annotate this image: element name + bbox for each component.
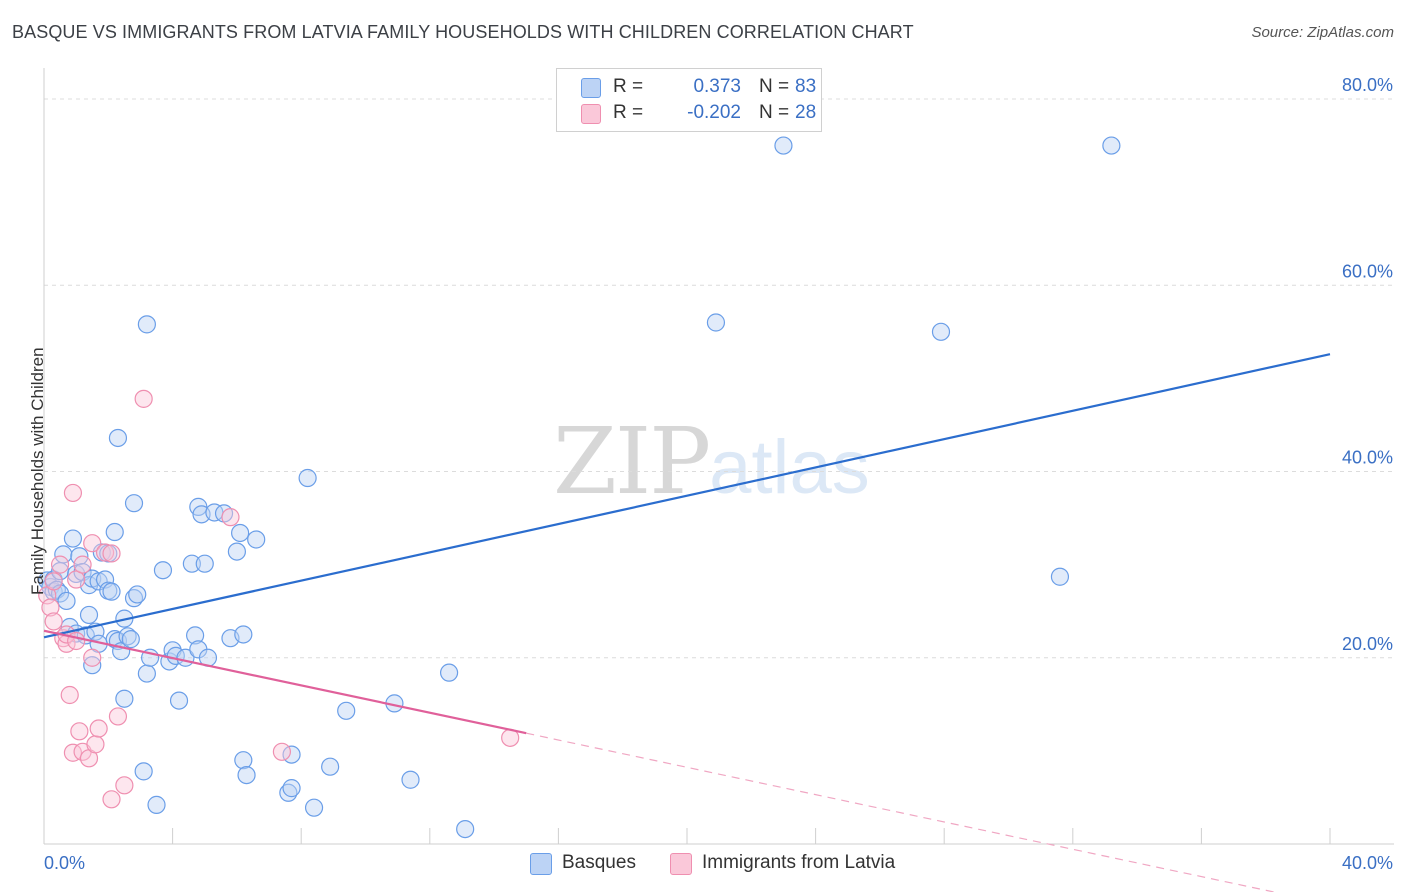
- source-label: Source: ZipAtlas.com: [1251, 24, 1394, 41]
- latvia-trend-line: [43, 629, 527, 735]
- basques-point: [931, 322, 951, 341]
- latvia-legend-swatch: [670, 853, 692, 875]
- latvia-point: [41, 598, 60, 617]
- basques-point: [105, 522, 124, 542]
- latvia-point: [134, 389, 153, 408]
- basques-point: [137, 315, 156, 334]
- basques-point: [63, 529, 83, 548]
- r-value: 0.373: [693, 76, 741, 97]
- latvia-point: [50, 555, 70, 574]
- y-tick-label: 80.0%: [1342, 75, 1393, 95]
- basques-point: [439, 663, 459, 682]
- basques-point: [134, 762, 153, 781]
- basques-point: [124, 494, 144, 513]
- basques-swatch: [581, 78, 601, 98]
- x-tick-label: 40.0%: [1342, 853, 1393, 873]
- basques-point: [121, 630, 140, 649]
- basques-point: [227, 542, 246, 561]
- latvia-point: [60, 685, 79, 705]
- basques-point: [57, 591, 76, 611]
- basques-point: [54, 545, 73, 564]
- basques-point: [247, 530, 266, 549]
- basques-point: [153, 561, 173, 580]
- latvia-point: [63, 483, 83, 503]
- basques-point: [186, 626, 205, 645]
- basques-point: [298, 468, 317, 488]
- latvia-legend-label: Immigrants from Latvia: [702, 852, 896, 873]
- basques-point: [234, 625, 253, 644]
- latvia-point: [115, 776, 134, 795]
- watermark-atlas: atlas: [709, 425, 870, 510]
- chart-title: BASQUE VS IMMIGRANTS FROM LATVIA FAMILY …: [12, 22, 914, 42]
- latvia-point: [102, 790, 121, 809]
- latvia-point: [83, 534, 102, 553]
- r-label: R =: [613, 102, 644, 123]
- basques-point: [147, 795, 166, 814]
- basques-point: [102, 582, 121, 601]
- n-value: 28: [795, 102, 817, 123]
- basques-point: [282, 779, 301, 798]
- basques-point: [237, 765, 256, 785]
- y-tick-label: 40.0%: [1342, 448, 1393, 468]
- basques-point: [108, 428, 128, 448]
- basques-point: [128, 585, 147, 604]
- basques-point: [118, 627, 137, 646]
- latvia-point: [67, 631, 86, 651]
- basques-point: [79, 605, 99, 625]
- basques-point: [304, 798, 324, 817]
- n-value: 83: [795, 76, 817, 97]
- basques-legend-label: Basques: [562, 852, 636, 873]
- r-value: -0.202: [687, 102, 741, 123]
- basques-point: [337, 701, 356, 720]
- y-axis-label: Family Households with Children: [28, 347, 47, 595]
- basques-point: [774, 136, 793, 155]
- x-tick-label: 0.0%: [44, 853, 85, 873]
- basques-point: [83, 656, 102, 675]
- basques-point: [1102, 136, 1121, 155]
- latvia-point: [89, 719, 108, 738]
- latvia-point: [70, 722, 89, 741]
- latvia-point: [44, 572, 63, 591]
- basques-point: [234, 751, 253, 770]
- latvia-point: [221, 508, 240, 527]
- basques-point: [115, 689, 134, 708]
- y-tick-label: 60.0%: [1342, 261, 1393, 281]
- basques-point: [706, 313, 726, 332]
- latvia-point: [83, 648, 102, 667]
- latvia-point: [86, 735, 105, 754]
- basques-point: [1050, 567, 1070, 586]
- basques-point: [321, 757, 340, 776]
- basques-legend-swatch: [530, 853, 552, 875]
- n-label: N =: [759, 102, 790, 123]
- basques-point: [231, 523, 250, 543]
- basques-point: [89, 572, 108, 591]
- r-label: R =: [613, 76, 644, 97]
- n-label: N =: [759, 76, 790, 97]
- basques-point: [182, 554, 201, 573]
- basques-point: [195, 554, 214, 573]
- y-tick-label: 20.0%: [1342, 634, 1393, 654]
- latvia-point: [108, 707, 128, 726]
- latvia-point: [95, 543, 115, 562]
- basques-point: [456, 819, 475, 839]
- basques-point: [169, 691, 189, 710]
- basques-point: [137, 664, 156, 683]
- latvia-point: [73, 555, 92, 574]
- basques-trend-line: [43, 353, 1331, 639]
- latvia-trend-extension: [526, 732, 1277, 892]
- basques-point: [401, 770, 420, 789]
- latvia-point: [272, 742, 292, 761]
- latvia-point: [102, 544, 121, 563]
- latvia-point: [44, 612, 63, 631]
- latvia-point: [63, 743, 83, 762]
- correlation-legend: R = 0.373 N = 83 R = -0.202 N = 28: [556, 68, 822, 132]
- latvia-swatch: [581, 104, 601, 124]
